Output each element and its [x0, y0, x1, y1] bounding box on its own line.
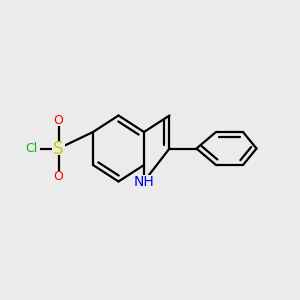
- FancyBboxPatch shape: [23, 143, 40, 154]
- Text: O: O: [54, 170, 63, 184]
- Text: O: O: [54, 113, 63, 127]
- FancyBboxPatch shape: [53, 171, 64, 183]
- Text: NH: NH: [134, 175, 154, 188]
- FancyBboxPatch shape: [134, 175, 154, 188]
- FancyBboxPatch shape: [52, 142, 65, 155]
- Text: Cl: Cl: [26, 142, 38, 155]
- FancyBboxPatch shape: [53, 114, 64, 126]
- Text: S: S: [53, 140, 64, 158]
